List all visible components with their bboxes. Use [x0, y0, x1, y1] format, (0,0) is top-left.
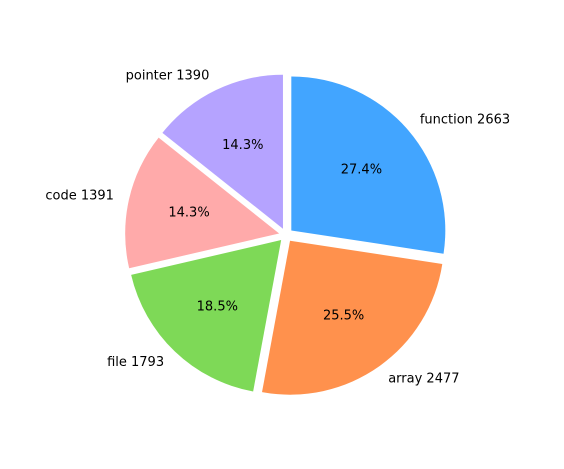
percent-label-file: 18.5%	[197, 299, 238, 314]
category-label-function: function 2663	[420, 113, 510, 128]
category-label-code: code 1391	[45, 189, 114, 204]
category-label-pointer: pointer 1390	[126, 69, 210, 84]
percent-label-function: 27.4%	[341, 163, 382, 178]
category-label-file: file 1793	[107, 355, 164, 370]
category-label-array: array 2477	[388, 371, 459, 386]
percent-label-array: 25.5%	[323, 309, 364, 324]
percent-label-code: 14.3%	[168, 206, 209, 221]
percent-label-pointer: 14.3%	[222, 138, 263, 153]
pie-slice-file	[131, 240, 282, 392]
pie-slice-function	[291, 76, 446, 254]
category-labels: function 2663 array 2477 file 1793 code 139…	[45, 69, 510, 387]
percent-labels: 27.4% 25.5% 18.5% 14.3% 14.3%	[168, 138, 382, 324]
pie-slice-pointer	[162, 74, 283, 229]
pie-slice-code	[125, 137, 280, 269]
pie-slice-array	[262, 240, 443, 395]
pie-slices	[125, 74, 446, 395]
